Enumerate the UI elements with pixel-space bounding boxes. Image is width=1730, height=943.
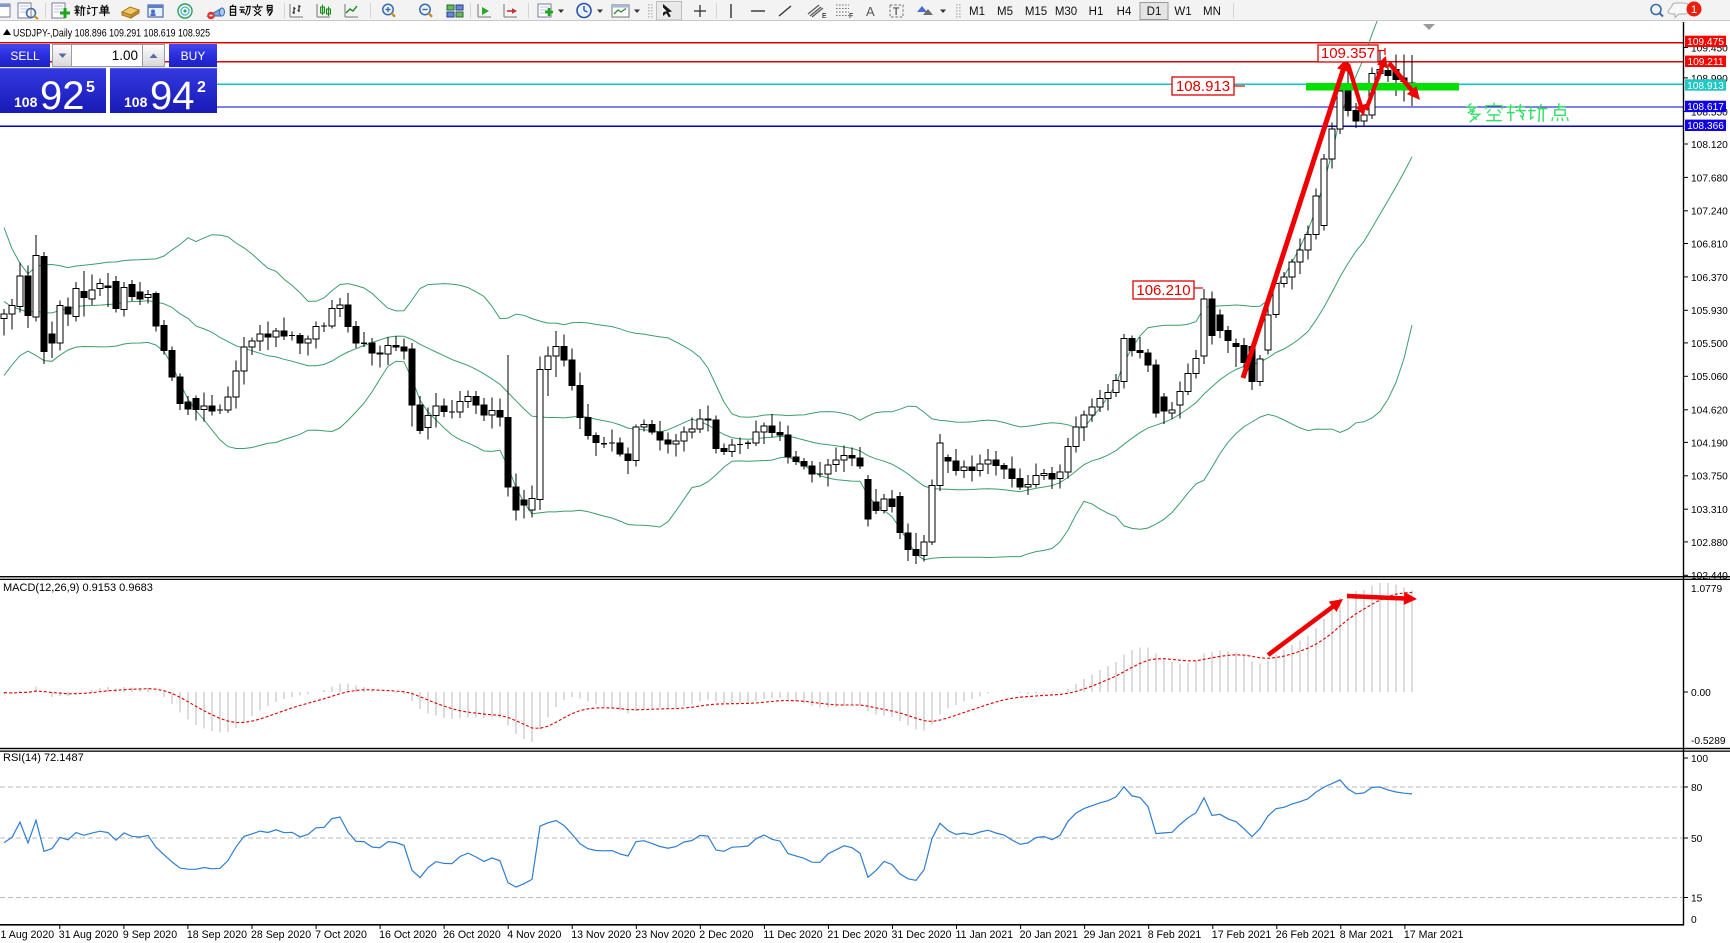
svg-text:106.370: 106.370 [1691,273,1728,284]
svg-text:108: 108 [14,94,38,110]
svg-text:18 Sep 2020: 18 Sep 2020 [187,929,247,941]
svg-text:103.310: 103.310 [1691,505,1728,516]
svg-text:16 Oct 2020: 16 Oct 2020 [379,929,437,941]
svg-text:1: 1 [1691,4,1697,16]
svg-text:109.450: 109.450 [1691,43,1728,54]
svg-text:21 Dec 2020: 21 Dec 2020 [827,929,887,941]
svg-text:109.357: 109.357 [1321,45,1375,62]
svg-text:17 Mar 2021: 17 Mar 2021 [1404,929,1464,941]
svg-text:109.211: 109.211 [1687,57,1723,68]
svg-text:103.750: 103.750 [1691,472,1728,483]
svg-text:A: A [866,4,875,19]
svg-text:104.190: 104.190 [1691,438,1728,449]
svg-text:11 Jan 2021: 11 Jan 2021 [956,929,1014,941]
svg-text:106.810: 106.810 [1691,239,1728,250]
svg-text:M30: M30 [1055,6,1077,18]
svg-text:108.550: 108.550 [1691,107,1728,118]
svg-text:E: E [822,13,827,20]
svg-text:105.500: 105.500 [1691,339,1728,350]
svg-text:92: 92 [40,74,85,118]
svg-text:100: 100 [1691,754,1708,765]
svg-text:MN: MN [1203,6,1221,18]
svg-text:80: 80 [1691,783,1703,794]
svg-text:107.240: 107.240 [1691,207,1728,218]
svg-text:107.680: 107.680 [1691,173,1728,184]
svg-text:31 Aug 2020: 31 Aug 2020 [59,929,119,941]
svg-text:M15: M15 [1025,6,1047,18]
svg-text:50: 50 [1691,834,1703,845]
svg-text:15: 15 [1691,893,1703,904]
svg-text:104.620: 104.620 [1691,406,1728,417]
svg-text:SELL: SELL [10,49,40,63]
svg-text:109.475: 109.475 [1687,37,1724,48]
svg-text:20 Jan 2021: 20 Jan 2021 [1020,929,1078,941]
svg-text:RSI(14) 72.1487: RSI(14) 72.1487 [3,752,84,764]
svg-text:94: 94 [150,74,195,118]
svg-text:102.440: 102.440 [1691,571,1728,582]
svg-text:USDJPY-,Daily 108.896 109.291: USDJPY-,Daily 108.896 109.291 108.619 10… [13,28,210,40]
svg-text:108.617: 108.617 [1687,102,1724,113]
svg-text:23 Nov 2020: 23 Nov 2020 [635,929,695,941]
svg-text:108.913: 108.913 [1176,78,1230,95]
svg-text:26 Feb 2021: 26 Feb 2021 [1276,929,1336,941]
svg-text:0: 0 [1691,915,1697,926]
svg-text:M5: M5 [997,6,1013,18]
svg-text:28 Sep 2020: 28 Sep 2020 [251,929,311,941]
svg-text:M1: M1 [969,6,985,18]
svg-text:F: F [849,13,853,20]
svg-text:29 Jan 2021: 29 Jan 2021 [1084,929,1142,941]
svg-text:106.210: 106.210 [1136,282,1190,299]
svg-text:1.0779: 1.0779 [1691,584,1722,595]
svg-text:4 Nov 2020: 4 Nov 2020 [507,929,561,941]
svg-text:5: 5 [86,79,95,96]
svg-text:108.120: 108.120 [1691,140,1728,151]
svg-text:8 Mar 2021: 8 Mar 2021 [1340,929,1394,941]
svg-text:1 Aug 2020: 1 Aug 2020 [1,929,55,941]
svg-text:T: T [893,6,900,18]
svg-text:1.00: 1.00 [112,48,138,63]
svg-text:MACD(12,26,9) 0.9153 0.9683: MACD(12,26,9) 0.9153 0.9683 [3,582,153,594]
svg-text:H1: H1 [1089,6,1104,18]
svg-text:105.930: 105.930 [1691,306,1728,317]
svg-text:102.880: 102.880 [1691,538,1728,549]
svg-text:8 Feb 2021: 8 Feb 2021 [1148,929,1202,941]
svg-text:108.913: 108.913 [1687,81,1724,92]
svg-text:7 Oct 2020: 7 Oct 2020 [315,929,367,941]
svg-text:11 Dec 2020: 11 Dec 2020 [763,929,822,941]
svg-text:2: 2 [197,79,206,96]
svg-text:13 Nov 2020: 13 Nov 2020 [571,929,631,941]
svg-text:108.366: 108.366 [1687,121,1724,132]
svg-text:0.00: 0.00 [1691,688,1711,699]
svg-text:108: 108 [124,94,148,110]
svg-text:D1: D1 [1147,6,1162,18]
svg-text:105.060: 105.060 [1691,372,1728,383]
svg-text:31 Dec 2020: 31 Dec 2020 [892,929,952,941]
svg-text:W1: W1 [1174,6,1191,18]
svg-text:BUY: BUY [181,49,206,63]
svg-text:-0.5289: -0.5289 [1691,736,1726,747]
svg-text:2 Dec 2020: 2 Dec 2020 [699,929,753,941]
svg-text:H4: H4 [1117,6,1132,18]
svg-text:17 Feb 2021: 17 Feb 2021 [1212,929,1272,941]
svg-text:9 Sep 2020: 9 Sep 2020 [123,929,177,941]
svg-text:26 Oct 2020: 26 Oct 2020 [443,929,501,941]
